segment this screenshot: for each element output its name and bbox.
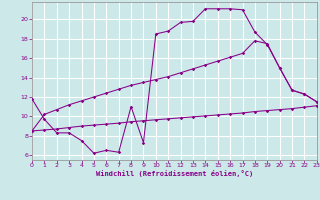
X-axis label: Windchill (Refroidissement éolien,°C): Windchill (Refroidissement éolien,°C) [96,170,253,177]
